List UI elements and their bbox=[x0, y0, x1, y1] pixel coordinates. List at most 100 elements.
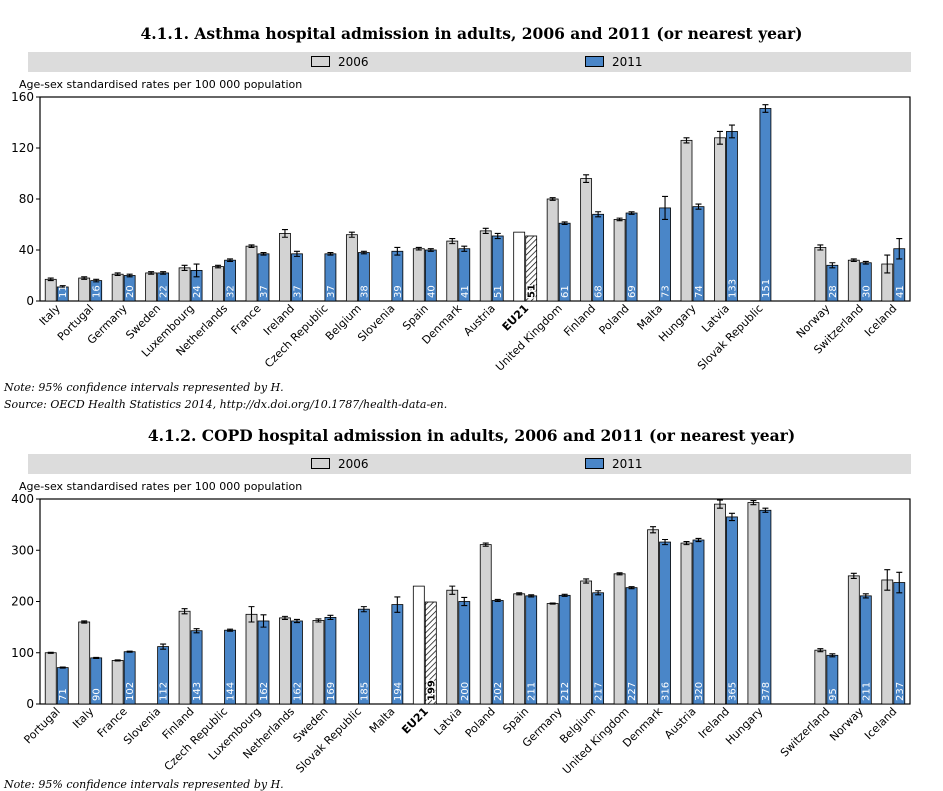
error-bar-2006 bbox=[181, 608, 188, 615]
data-label-2011: 68 bbox=[594, 285, 605, 298]
y-axis-label-copd: Age-sex standardised rates per 100 000 p… bbox=[19, 480, 303, 493]
y-tick-label: 200 bbox=[11, 595, 34, 609]
error-bar-2011 bbox=[595, 590, 602, 596]
data-label-2011: 151 bbox=[761, 279, 772, 298]
legend-item-2011: 2011 bbox=[585, 457, 643, 471]
data-label-2011: 39 bbox=[393, 285, 404, 298]
error-bar-2011 bbox=[360, 250, 367, 255]
error-bar-2006 bbox=[616, 217, 623, 222]
category-label: Iceland bbox=[862, 705, 899, 742]
data-label-2011: 212 bbox=[560, 682, 571, 701]
error-bar-2011 bbox=[829, 262, 836, 269]
category-label: Finland bbox=[561, 302, 598, 339]
error-bar-2006 bbox=[315, 618, 322, 623]
bar-2006 bbox=[178, 610, 191, 705]
legend-item-2006: 2006 bbox=[311, 457, 369, 471]
error-bar-2006 bbox=[884, 254, 891, 274]
error-bar-2006 bbox=[449, 585, 456, 595]
error-bar-2011 bbox=[695, 537, 702, 543]
error-bar-2006 bbox=[148, 271, 155, 275]
data-label-2011: 133 bbox=[727, 279, 738, 298]
error-bar-2006 bbox=[516, 592, 523, 596]
category-label: France bbox=[229, 302, 264, 337]
error-bar-2011 bbox=[260, 252, 267, 256]
error-bar-2006 bbox=[114, 659, 121, 662]
data-label-2011: 40 bbox=[426, 285, 437, 298]
error-bar-2011 bbox=[59, 285, 66, 289]
error-bar-2011 bbox=[662, 195, 669, 220]
bar-2006 bbox=[479, 544, 492, 705]
category-label: Poland bbox=[597, 302, 632, 337]
error-bar-2011 bbox=[160, 643, 167, 650]
error-bar-2006 bbox=[248, 244, 255, 248]
legend-label-2011: 2011 bbox=[612, 457, 643, 471]
data-label-2011: 143 bbox=[192, 682, 203, 701]
data-label-2011: 38 bbox=[359, 285, 370, 298]
legend-item-2006: 2006 bbox=[311, 55, 369, 69]
category-label: Switzerland bbox=[778, 705, 833, 760]
error-bar-2011 bbox=[695, 203, 702, 210]
error-bar-2006 bbox=[47, 651, 54, 654]
error-bar-2006 bbox=[850, 572, 857, 579]
error-bar-2006 bbox=[281, 615, 288, 620]
error-bar-2006 bbox=[716, 130, 723, 145]
category-label: Latvia bbox=[432, 705, 465, 738]
category-label: Italy bbox=[70, 705, 96, 731]
error-bar-2006 bbox=[348, 231, 355, 238]
error-bar-2006 bbox=[248, 606, 255, 623]
bar-2006 bbox=[814, 649, 827, 705]
error-bar-2006 bbox=[850, 258, 857, 263]
data-label-2011: 41 bbox=[895, 285, 906, 298]
bar-2011 bbox=[659, 541, 671, 705]
category-label: Slovenia bbox=[355, 302, 397, 344]
data-label-2011: 144 bbox=[226, 682, 237, 701]
bar-2006 bbox=[513, 231, 526, 302]
error-bar-2006 bbox=[215, 264, 222, 269]
error-bar-2006 bbox=[750, 499, 757, 506]
error-bar-2011 bbox=[595, 211, 602, 218]
bar-2006 bbox=[78, 621, 91, 705]
data-label-2011: 199 bbox=[426, 680, 437, 701]
y-tick-label: 80 bbox=[19, 192, 34, 206]
error-bar-2011 bbox=[193, 263, 200, 278]
data-label-2011: 316 bbox=[661, 682, 672, 701]
bar-2006 bbox=[714, 503, 726, 705]
error-bar-2006 bbox=[817, 244, 824, 251]
error-bar-2011 bbox=[126, 273, 133, 278]
error-bar-2011 bbox=[862, 260, 869, 265]
chart-title-copd: 4.1.2. COPD hospital admission in adults… bbox=[147, 426, 796, 445]
error-bar-2006 bbox=[549, 197, 556, 201]
category-label: Norway bbox=[827, 705, 866, 744]
error-bar-2006 bbox=[415, 246, 422, 251]
bar-2011 bbox=[424, 601, 437, 705]
error-bar-2011 bbox=[93, 656, 100, 659]
y-tick-label: 120 bbox=[11, 141, 34, 155]
data-label-2011: 194 bbox=[393, 682, 404, 701]
error-bar-2011 bbox=[494, 598, 501, 603]
category-label: Malta bbox=[635, 302, 666, 333]
data-label-2011: 30 bbox=[861, 285, 872, 298]
category-label: Austria bbox=[461, 302, 498, 339]
error-bar-2011 bbox=[59, 666, 66, 669]
category-label: Malta bbox=[367, 705, 398, 736]
category-label: Austria bbox=[662, 705, 699, 742]
legend-copd: 2006 2011 bbox=[28, 454, 911, 474]
error-bar-2006 bbox=[884, 569, 891, 591]
category-label: Slovenia bbox=[121, 705, 163, 747]
data-label-2011: 227 bbox=[627, 682, 638, 701]
error-bar-2011 bbox=[628, 586, 635, 590]
error-bar-2006 bbox=[583, 578, 590, 584]
error-bar-2011 bbox=[728, 512, 735, 522]
error-bar-2011 bbox=[327, 614, 334, 620]
bar-2011 bbox=[726, 516, 738, 705]
legend-swatch-2006 bbox=[311, 458, 330, 469]
y-tick-label: 400 bbox=[11, 492, 34, 506]
error-bar-2006 bbox=[650, 526, 657, 534]
data-label-2011: 37 bbox=[292, 285, 303, 298]
legend-swatch-2011 bbox=[585, 56, 604, 67]
error-bar-2011 bbox=[227, 628, 234, 632]
category-label: EU21 bbox=[500, 302, 532, 334]
legend-label-2011: 2011 bbox=[612, 55, 643, 69]
bar-2006 bbox=[279, 617, 291, 705]
data-label-2011: 32 bbox=[226, 285, 237, 298]
